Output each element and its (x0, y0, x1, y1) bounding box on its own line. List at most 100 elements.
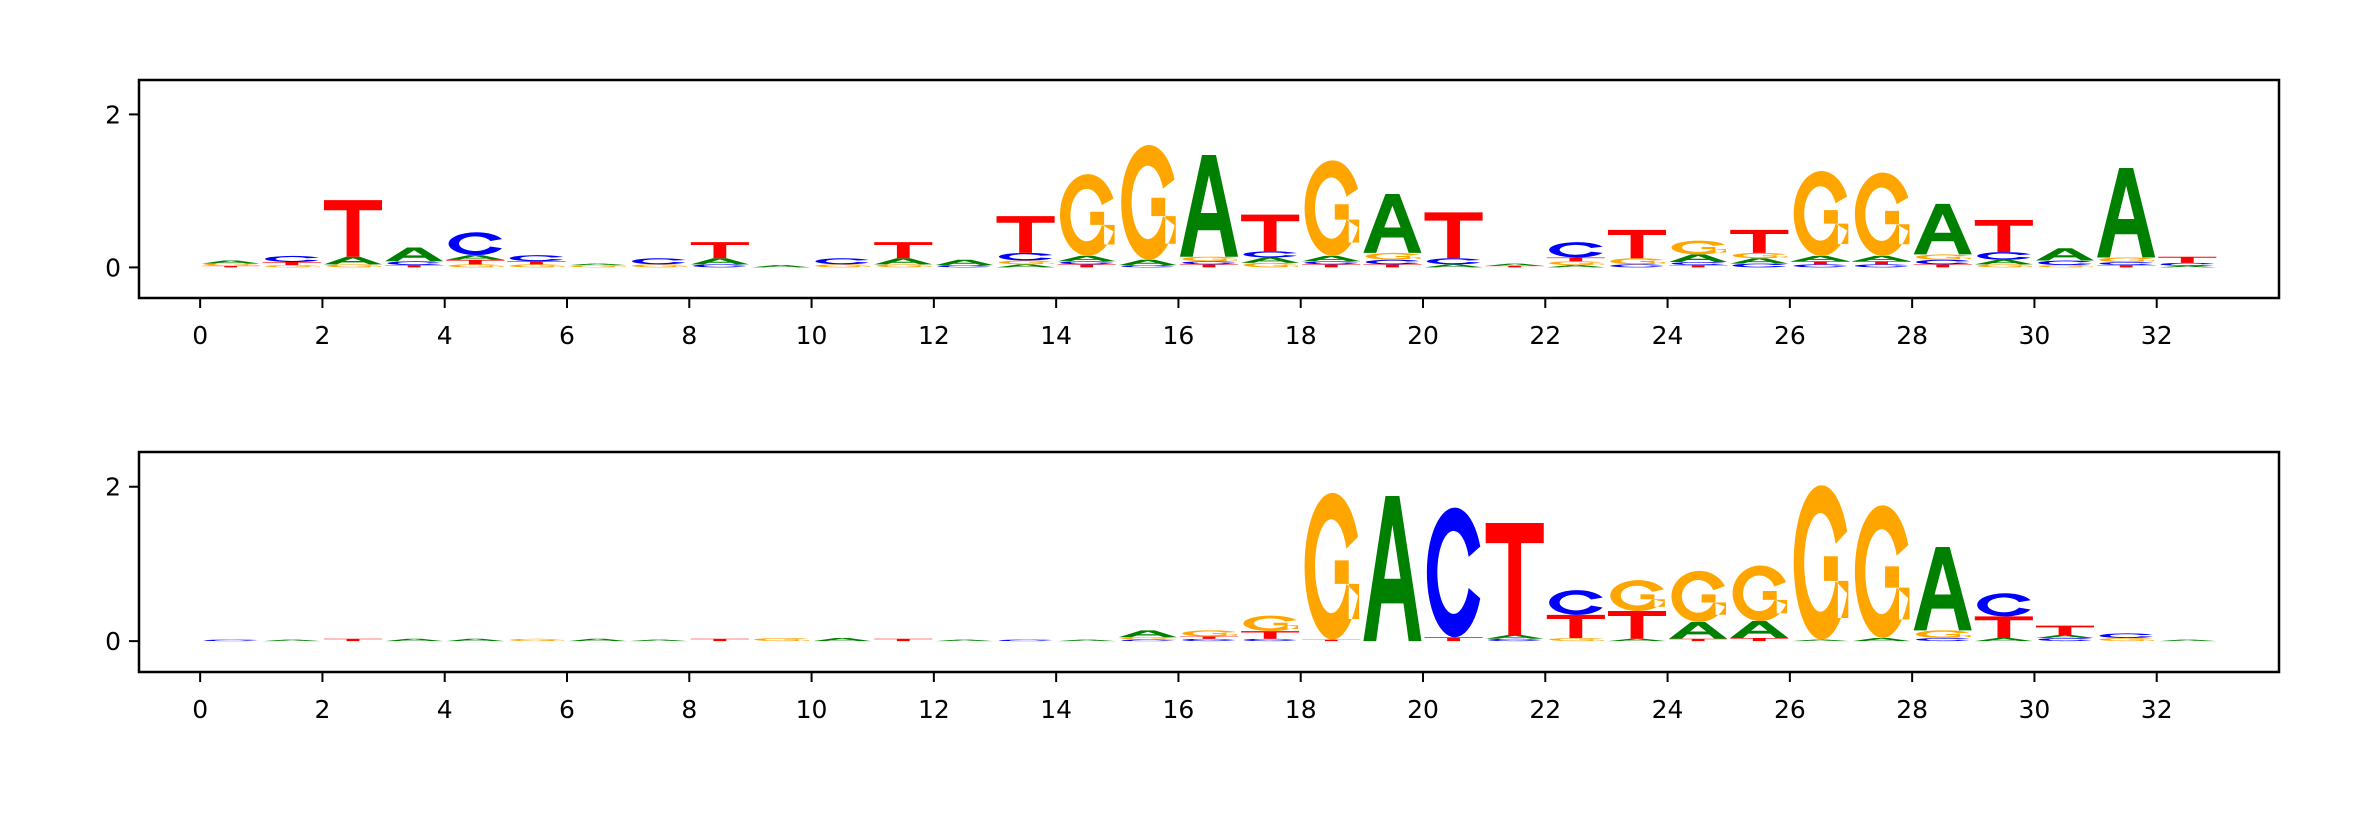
logo-letter-T (1424, 637, 1483, 642)
logo-letter-A (1424, 264, 1483, 268)
logo-letter-A (201, 260, 260, 264)
logo-letter-C (1610, 264, 1664, 268)
x-tick-label: 26 (1774, 321, 1806, 350)
logo-letter-G (1549, 261, 1604, 266)
logo-letter-T (1791, 261, 1850, 265)
logo-letter-G (509, 638, 565, 642)
logo-letter-T (2035, 625, 2095, 635)
logo-letter-C (387, 261, 441, 266)
logo-letter-A (1913, 546, 1972, 631)
logo-letter-A (690, 258, 749, 265)
logo-letter-C (1915, 259, 1970, 265)
x-tick-label: 8 (681, 321, 697, 350)
logo-letter-C (1671, 262, 1725, 266)
axes-frame (137, 450, 2281, 674)
logo-letter-T (1730, 638, 1789, 642)
logo-letter-G (1121, 145, 1176, 260)
logo-letter-A (446, 638, 505, 642)
logo-letter-A (1179, 154, 1239, 257)
logo-letter-T (874, 638, 933, 642)
logo-letter-A (1302, 255, 1361, 262)
logo-letter-A (1485, 634, 1544, 639)
logo-letter-G (1304, 492, 1360, 640)
logo-letter-T (996, 216, 1055, 253)
logo-letter-G (448, 264, 504, 268)
logo-letter-G (1732, 565, 1788, 622)
logo-letter-C (1426, 507, 1481, 638)
y-tick-label: 0 (105, 627, 121, 656)
logo-letter-C (265, 255, 319, 263)
logo-letter-A (568, 638, 627, 642)
logo-letter-A (446, 255, 505, 260)
logo-letter-A (751, 265, 811, 268)
logo-letter-T (1241, 214, 1300, 252)
x-tick-label: 18 (1285, 321, 1317, 350)
x-tick-label: 22 (1529, 695, 1561, 724)
logo-letter-A (1974, 638, 2033, 642)
logo-letter-C (1426, 258, 1481, 265)
x-tick-label: 10 (796, 321, 828, 350)
logo-letter-A (385, 638, 444, 642)
logo-letter-C (998, 252, 1053, 261)
logo-letter-A (1057, 639, 1116, 642)
logo-letter-G (1671, 240, 1727, 255)
logo-letter-A (1118, 630, 1177, 638)
logo-letter-T (1179, 636, 1239, 639)
logo-letter-A (385, 247, 444, 262)
x-tick-label: 6 (559, 695, 575, 724)
logo-letter-C (509, 255, 564, 262)
y-tick-label: 2 (105, 473, 121, 502)
x-tick-label: 2 (314, 695, 330, 724)
logo-letter-G (1915, 630, 1971, 639)
logo-letter-C (1793, 264, 1848, 268)
logo-letter-T (1424, 212, 1483, 259)
x-tick-label: 4 (437, 321, 453, 350)
x-tick-label: 22 (1529, 321, 1561, 350)
x-tick-label: 20 (1407, 695, 1439, 724)
logo-letter-T (2097, 265, 2156, 268)
x-tick-label: 32 (2141, 695, 2173, 724)
logo-letter-G (754, 638, 809, 642)
logo-letter-C (1549, 590, 1603, 615)
logo-letter-G (265, 265, 320, 268)
logo-letter-G (1915, 254, 1971, 260)
logo-letter-A (935, 259, 994, 266)
logo-letter-A (1730, 258, 1789, 264)
logo-letter-A (1913, 203, 1972, 255)
logo-letter-G (815, 264, 871, 268)
logo-letter-G (1610, 580, 1665, 612)
y-tick-label: 0 (105, 253, 121, 282)
logo-letter-A (1852, 638, 1911, 642)
x-tick-label: 14 (1040, 321, 1072, 350)
logo-letter-T (1730, 229, 1789, 253)
logo-letter-A (2158, 639, 2217, 642)
x-tick-label: 0 (192, 695, 208, 724)
y-tick-label: 2 (105, 100, 121, 129)
logo-letter-T (446, 259, 505, 265)
x-tick-label: 28 (1896, 321, 1928, 350)
logo-letter-C (1121, 265, 1175, 268)
logo-letter-C (1915, 638, 1970, 642)
x-tick-label: 4 (437, 695, 453, 724)
logo-letter-C (203, 639, 258, 642)
logo-letter-C (1059, 261, 1114, 265)
x-tick-label: 16 (1163, 321, 1195, 350)
logo-letter-A (2035, 634, 2095, 639)
logo-letter-A (323, 256, 383, 265)
logo-letter-T (690, 638, 749, 642)
x-tick-label: 12 (918, 321, 950, 350)
x-tick-label: 0 (192, 321, 208, 350)
x-tick-label: 16 (1163, 695, 1195, 724)
logo-letter-G (2038, 265, 2093, 268)
logo-letter-C (1732, 263, 1787, 268)
logo-letter-T (1485, 265, 1544, 268)
logo-letter-C (998, 639, 1053, 642)
logo-letter-G (1182, 630, 1237, 637)
logo-letter-C (1121, 639, 1175, 642)
logo-letter-T (690, 242, 749, 259)
logo-letter-A (2097, 167, 2156, 258)
logo-letter-T (1057, 264, 1116, 268)
logo-letter-A (935, 639, 994, 642)
logo-letter-G (1854, 505, 1910, 639)
